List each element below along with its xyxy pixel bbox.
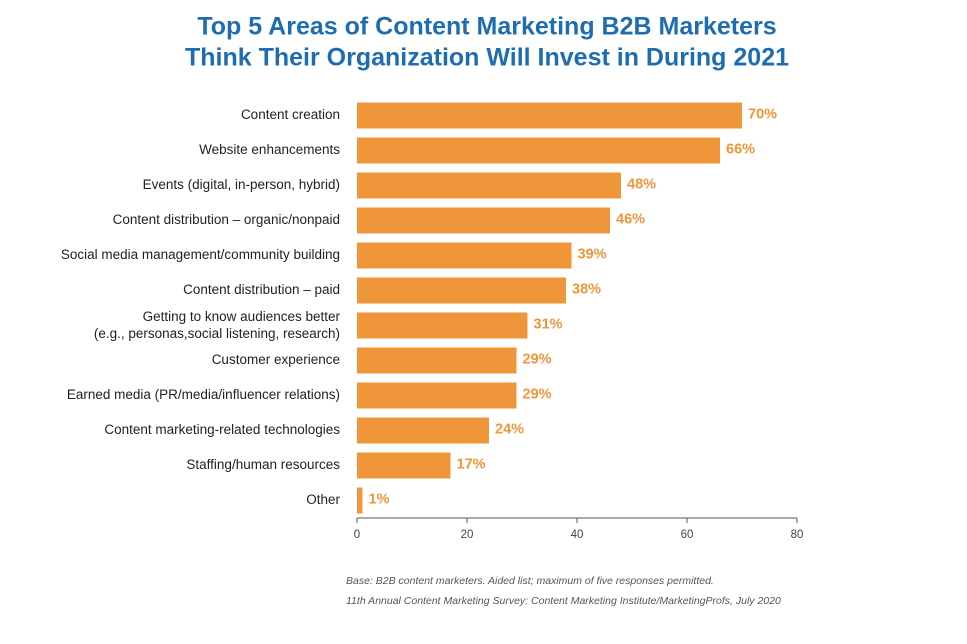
y-tick-label: Earned media (PR/media/influencer relati… (67, 387, 340, 402)
y-tick-label: Content marketing-related technologies (104, 422, 340, 437)
y-tick-label: Content distribution – paid (183, 282, 340, 297)
y-tick-label: Events (digital, in-person, hybrid) (143, 177, 340, 192)
bar (357, 172, 621, 199)
bar (357, 207, 610, 234)
x-tick-label: 80 (791, 529, 804, 541)
bar (357, 487, 363, 514)
value-label: 29% (523, 386, 552, 402)
y-tick-label: Staffing/human resources (186, 457, 340, 472)
bar (357, 102, 742, 129)
y-tick-label: Content distribution – organic/nonpaid (113, 212, 340, 227)
footnote: 11th Annual Content Marketing Survey: Co… (346, 595, 781, 607)
y-tick-label: Social media management/community buildi… (61, 247, 340, 262)
bar (357, 417, 489, 444)
value-label: 29% (523, 351, 552, 367)
value-label: 17% (457, 456, 486, 472)
y-tick-label: Website enhancements (199, 142, 340, 157)
x-tick-label: 60 (681, 529, 694, 541)
bar (357, 347, 517, 374)
value-label: 48% (627, 176, 656, 192)
chart-title: Think Their Organization Will Invest in … (185, 44, 789, 72)
value-label: 24% (495, 421, 524, 437)
value-label: 46% (616, 211, 645, 227)
bar (357, 277, 566, 304)
value-label: 1% (369, 491, 390, 507)
value-label: 31% (534, 316, 563, 332)
bar (357, 242, 572, 269)
bar (357, 382, 517, 409)
bar (357, 312, 528, 339)
chart-title: Top 5 Areas of Content Marketing B2B Mar… (197, 13, 776, 41)
x-tick-label: 20 (461, 529, 474, 541)
y-tick-label: Content creation (241, 107, 340, 122)
footnote: Base: B2B content marketers. Aided list;… (346, 575, 714, 587)
bar (357, 452, 451, 479)
value-label: 38% (572, 281, 601, 297)
value-label: 66% (726, 141, 755, 157)
y-tick-label: Other (306, 492, 340, 507)
x-tick-label: 40 (571, 529, 584, 541)
value-label: 39% (578, 246, 607, 262)
value-label: 70% (748, 106, 777, 122)
x-tick-label: 0 (354, 529, 360, 541)
y-tick-label: Getting to know audiences better (e.g., p… (94, 309, 341, 341)
bar (357, 137, 720, 164)
y-tick-label: Customer experience (212, 352, 340, 367)
